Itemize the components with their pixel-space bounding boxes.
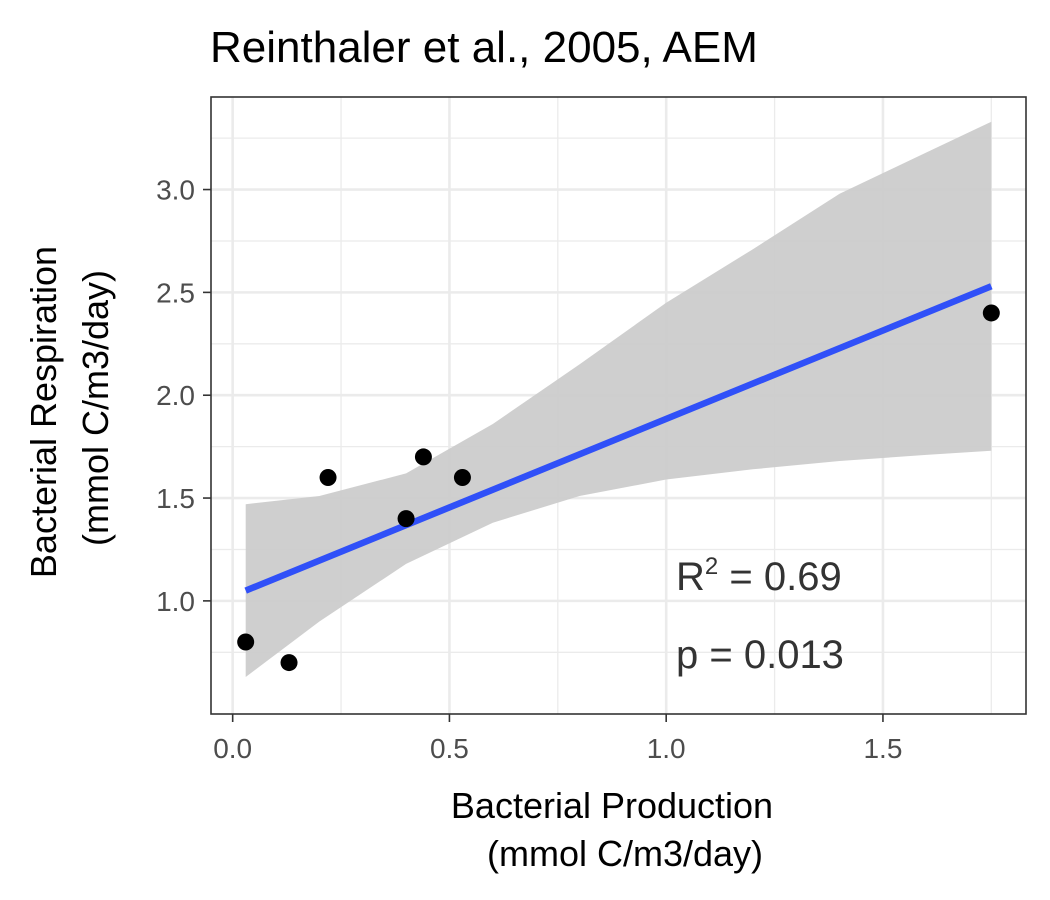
chart-title: Reinthaler et al., 2005, AEM	[210, 23, 758, 72]
confidence-band	[245, 121, 992, 677]
r-squared-value: = 0.69	[718, 555, 841, 599]
x-tick-label: 1.5	[863, 733, 902, 764]
x-tick-label: 0.5	[430, 733, 469, 764]
data-point	[280, 654, 298, 672]
y-tick-label: 1.5	[156, 483, 195, 514]
data-point	[453, 468, 471, 486]
r-squared-superscript: 2	[705, 553, 718, 580]
r-squared-base: R	[676, 555, 705, 599]
r-squared-annotation: R2 = 0.69	[676, 553, 842, 599]
data-point	[982, 304, 1000, 322]
y-axis-title-line1: Bacterial Respiration	[23, 246, 64, 578]
data-points	[237, 304, 1000, 672]
x-axis-title-line1: Bacterial Production	[451, 785, 773, 826]
data-point	[414, 448, 432, 466]
p-value-annotation: p = 0.013	[676, 633, 844, 677]
fit-line	[244, 283, 993, 594]
panel-border	[210, 96, 1027, 715]
data-point	[319, 468, 337, 486]
data-point	[397, 510, 415, 528]
y-tick-label: 2.5	[156, 277, 195, 308]
y-tick-label: 2.0	[156, 380, 195, 411]
x-tick-label: 0.0	[213, 733, 252, 764]
y-tick-label: 3.0	[156, 175, 195, 206]
x-axis-ticks: 0.0 0.5 1.0 1.5	[213, 714, 902, 764]
x-tick-label: 1.0	[647, 733, 686, 764]
x-axis-title-line2: (mmol C/m3/day)	[487, 833, 763, 874]
confidence-band-area	[245, 121, 992, 677]
regression-line	[244, 283, 993, 594]
y-axis-ticks: 1.0 1.5 2.0 2.5 3.0	[156, 175, 211, 617]
y-tick-label: 1.0	[156, 586, 195, 617]
data-point	[237, 633, 255, 651]
y-axis-title-line2: (mmol C/m3/day)	[75, 270, 116, 546]
